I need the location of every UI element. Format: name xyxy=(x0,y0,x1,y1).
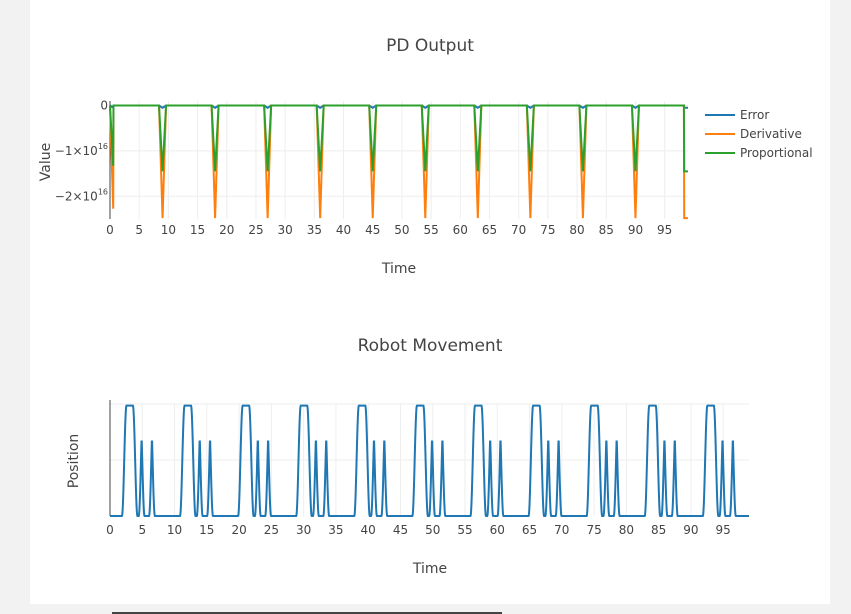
x-tick-label: 65 xyxy=(522,523,537,537)
x-tick-label: 10 xyxy=(167,523,182,537)
series-line-position xyxy=(110,404,749,517)
x-tick-label: 30 xyxy=(296,523,311,537)
x-axis-label: Time xyxy=(412,561,447,577)
x-tick-label: 40 xyxy=(361,523,376,537)
x-tick-label: 25 xyxy=(264,523,279,537)
x-tick-label: 40 xyxy=(336,223,351,237)
x-tick-label: 65 xyxy=(482,223,497,237)
x-tick-label: 30 xyxy=(278,223,293,237)
x-tick-label: 35 xyxy=(328,523,343,537)
x-tick-label: 90 xyxy=(628,223,643,237)
x-tick-label: 75 xyxy=(586,523,601,537)
scrollbar[interactable] xyxy=(112,612,502,614)
x-tick-label: 0 xyxy=(106,523,114,537)
x-tick-label: 50 xyxy=(425,523,440,537)
legend-label: Derivative xyxy=(740,127,802,141)
x-tick-label: 85 xyxy=(651,523,666,537)
x-tick-label: 95 xyxy=(657,223,672,237)
x-tick-label: 50 xyxy=(394,223,409,237)
x-tick-label: 15 xyxy=(190,223,205,237)
x-tick-label: 70 xyxy=(511,223,526,237)
y-tick-label: −1×1016 xyxy=(55,142,108,158)
y-tick-label: −2×1016 xyxy=(55,187,108,203)
x-tick-label: 75 xyxy=(540,223,555,237)
y-tick-label: 0 xyxy=(100,99,108,113)
series-line-derivative xyxy=(109,104,688,220)
legend-label: Proportional xyxy=(740,146,813,160)
robot-movement-chart: Robot Movement Time Position 0 5 10 15 20 25 3… xyxy=(66,336,749,577)
x-tick-label: 55 xyxy=(457,523,472,537)
x-tick-label: 85 xyxy=(599,223,614,237)
x-tick-label: 45 xyxy=(393,523,408,537)
x-tick-label: 60 xyxy=(490,523,505,537)
series-line-proportional xyxy=(109,104,688,173)
x-tick-label: 5 xyxy=(138,523,146,537)
x-tick-label: 80 xyxy=(619,523,634,537)
chart-title: Robot Movement xyxy=(358,336,503,356)
x-tick-label: 55 xyxy=(423,223,438,237)
y-axis-label: Position xyxy=(66,434,82,489)
x-tick-label: 70 xyxy=(554,523,569,537)
footer-strip xyxy=(0,604,851,614)
x-tick-label: 20 xyxy=(219,223,234,237)
chart-title: PD Output xyxy=(386,36,474,56)
x-tick-label: 20 xyxy=(231,523,246,537)
legend-label: Error xyxy=(740,108,769,122)
x-tick-label: 5 xyxy=(135,223,143,237)
x-tick-label: 45 xyxy=(365,223,380,237)
x-tick-label: 25 xyxy=(248,223,263,237)
x-tick-label: 15 xyxy=(199,523,214,537)
x-tick-label: 90 xyxy=(683,523,698,537)
x-tick-label: 95 xyxy=(716,523,731,537)
y-axis-label: Value xyxy=(38,143,54,181)
x-tick-label: 80 xyxy=(569,223,584,237)
x-tick-label: 60 xyxy=(453,223,468,237)
x-axis-label: Time xyxy=(381,261,416,277)
x-tick-label: 10 xyxy=(161,223,176,237)
x-tick-label: 0 xyxy=(106,223,114,237)
pd-output-chart: PD Output Time Value 0 5 10 15 20 25 30 35 40 45 5… xyxy=(38,36,813,277)
x-tick-label: 35 xyxy=(307,223,322,237)
